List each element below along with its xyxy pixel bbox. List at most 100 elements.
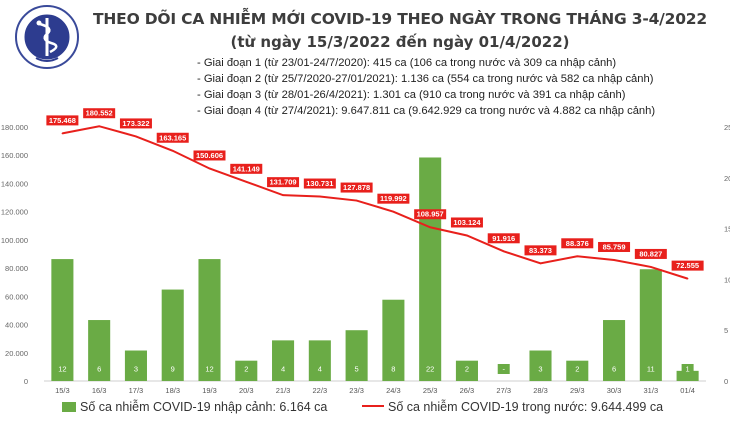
line-value-box [598, 241, 631, 252]
line-value-box [450, 217, 483, 228]
line-value-box [561, 238, 594, 249]
line-value-box [119, 118, 152, 129]
line-value-label: 180.552 [86, 109, 113, 118]
x-axis-tick-label: 29/3 [570, 386, 585, 395]
chart-subtitle: (từ ngày 15/3/2022 đến ngày 01/4/2022) [230, 33, 570, 51]
left-axis-tick-label: 60.000 [5, 292, 28, 301]
x-axis-tick-label: 17/3 [129, 386, 144, 395]
legend-bar-label: Số ca nhiễm COVID-19 nhập cảnh: 6.164 ca [80, 400, 328, 414]
bar-value-box [350, 364, 363, 374]
line-value-label: 85.759 [603, 242, 626, 251]
legend-bar-swatch [62, 402, 76, 412]
bar-value-box [424, 364, 437, 374]
legend-bar-entry: Số ca nhiễm COVID-19 nhập cảnh: 6.164 ca [62, 400, 327, 414]
phase-3-text: - Giai đoạn 3 (từ 28/01-26/4/2021): 1.30… [197, 89, 626, 101]
bar-value-label: 6 [97, 365, 101, 374]
left-axis-tick-label: 180.000 [1, 123, 28, 132]
bar-value-label: 11 [647, 365, 655, 374]
bar-value-box [387, 364, 400, 374]
line-point [539, 262, 542, 265]
line-value-box [634, 248, 667, 259]
line-value-label: 108.957 [417, 210, 444, 219]
line-point [576, 255, 579, 258]
left-axis-tick-label: 100.000 [1, 236, 28, 245]
bar-mark [419, 157, 442, 381]
ministry-of-health-logo [15, 5, 79, 69]
bar-value-box [203, 364, 216, 374]
bar-mark [639, 269, 662, 381]
line-value-box [46, 115, 79, 126]
line-value-label: 83.373 [529, 246, 552, 255]
line-value-label: 80.827 [639, 249, 662, 258]
x-axis-tick-label: 15/3 [55, 386, 70, 395]
x-axis-tick-label: 24/3 [386, 386, 401, 395]
x-axis-tick-label: 22/3 [313, 386, 328, 395]
line-point [650, 266, 652, 268]
line-value-box [83, 108, 116, 119]
left-axis-tick-label: 160.000 [1, 151, 28, 160]
x-axis-tick-label: 28/3 [533, 386, 548, 395]
bar-value-label: 6 [612, 365, 616, 374]
x-axis-tick-label: 18/3 [165, 386, 180, 395]
line-point [135, 135, 137, 138]
line-value-label: 91.916 [492, 234, 515, 243]
left-axis-tick-label: 80.000 [5, 264, 28, 273]
bar-value-label: 3 [134, 365, 138, 374]
bar-mark [51, 259, 74, 381]
line-value-box [377, 193, 410, 204]
x-axis-tick-label: 19/3 [202, 386, 217, 395]
left-axis-tick-label: 20.000 [5, 349, 28, 358]
line-point [613, 259, 615, 261]
x-axis-tick-label: 30/3 [607, 386, 622, 395]
line-point [429, 226, 431, 229]
bar-value-label: 3 [538, 365, 542, 374]
line-point [355, 199, 358, 202]
line-value-label: 127.878 [343, 183, 370, 192]
x-axis-tick-label: 01/4 [680, 386, 695, 395]
bar-value-label: 9 [171, 365, 175, 374]
phase-summary-list: - Giai đoạn 1 (từ 23/01-24/7/2020): 415 … [197, 55, 655, 119]
x-axis-tick-label: 31/3 [644, 386, 659, 395]
bar-value-box [277, 364, 290, 374]
x-axis-tick-label: 23/3 [349, 386, 364, 395]
line-point [502, 250, 505, 253]
bar-value-label: 1 [686, 365, 690, 374]
bar-mark [382, 299, 405, 381]
x-axis-tick-label: 16/3 [92, 386, 107, 395]
bar-value-box [497, 364, 510, 374]
bar-value-label: 5 [355, 365, 359, 374]
domestic-cases-line [62, 125, 688, 280]
line-point [208, 167, 211, 170]
x-axis-tick-label: 20/3 [239, 386, 254, 395]
line-value-label: 163.165 [159, 133, 186, 142]
bar-value-box [571, 364, 584, 374]
bar-value-box [460, 364, 473, 374]
line-value-label: 131.709 [269, 178, 296, 187]
legend-line-swatch [362, 405, 384, 407]
line-value-box [340, 182, 373, 193]
line-point [282, 194, 284, 196]
bar-mark [676, 370, 699, 381]
right-axis-tick-label: 25 [724, 123, 730, 132]
line-point [686, 277, 689, 280]
bar-value-label: 22 [426, 365, 434, 374]
right-axis-tick-label: 20 [724, 174, 730, 183]
bar-value-box [608, 364, 621, 374]
bar-mark [272, 340, 295, 381]
line-value-box [414, 209, 447, 220]
line-value-label: 141.149 [233, 164, 260, 173]
line-value-label: 175.468 [49, 116, 76, 125]
bar-value-box [166, 364, 179, 374]
right-axis-tick-label: 15 [724, 225, 730, 234]
right-axis-tick-label: 5 [724, 326, 728, 335]
bar-mark [161, 289, 184, 381]
line-value-box [230, 163, 263, 174]
bar-value-box [129, 364, 142, 374]
bar-value-box [644, 364, 657, 374]
right-axis-tick-label: 0 [724, 377, 728, 386]
phase-2-text: - Giai đoạn 2 (từ 25/7/2020-27/01/2021):… [197, 73, 654, 85]
bar-value-label: 12 [58, 365, 66, 374]
bar-value-label: 2 [465, 365, 469, 374]
line-point [319, 195, 321, 198]
legend-line-entry: Số ca nhiễm COVID-19 trong nước: 9.644.4… [362, 400, 663, 414]
